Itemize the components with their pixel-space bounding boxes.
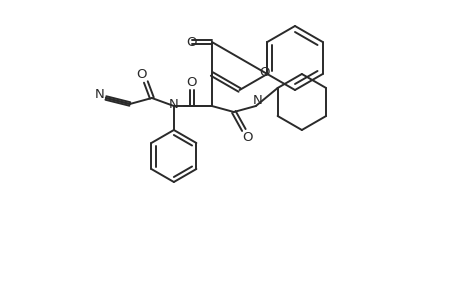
Text: O: O xyxy=(258,65,269,79)
Text: N: N xyxy=(252,94,262,106)
Text: O: O xyxy=(136,68,147,80)
Text: O: O xyxy=(186,76,197,88)
Text: O: O xyxy=(242,130,252,143)
Text: N: N xyxy=(168,98,179,110)
Text: N: N xyxy=(95,88,105,100)
Text: O: O xyxy=(186,35,197,49)
